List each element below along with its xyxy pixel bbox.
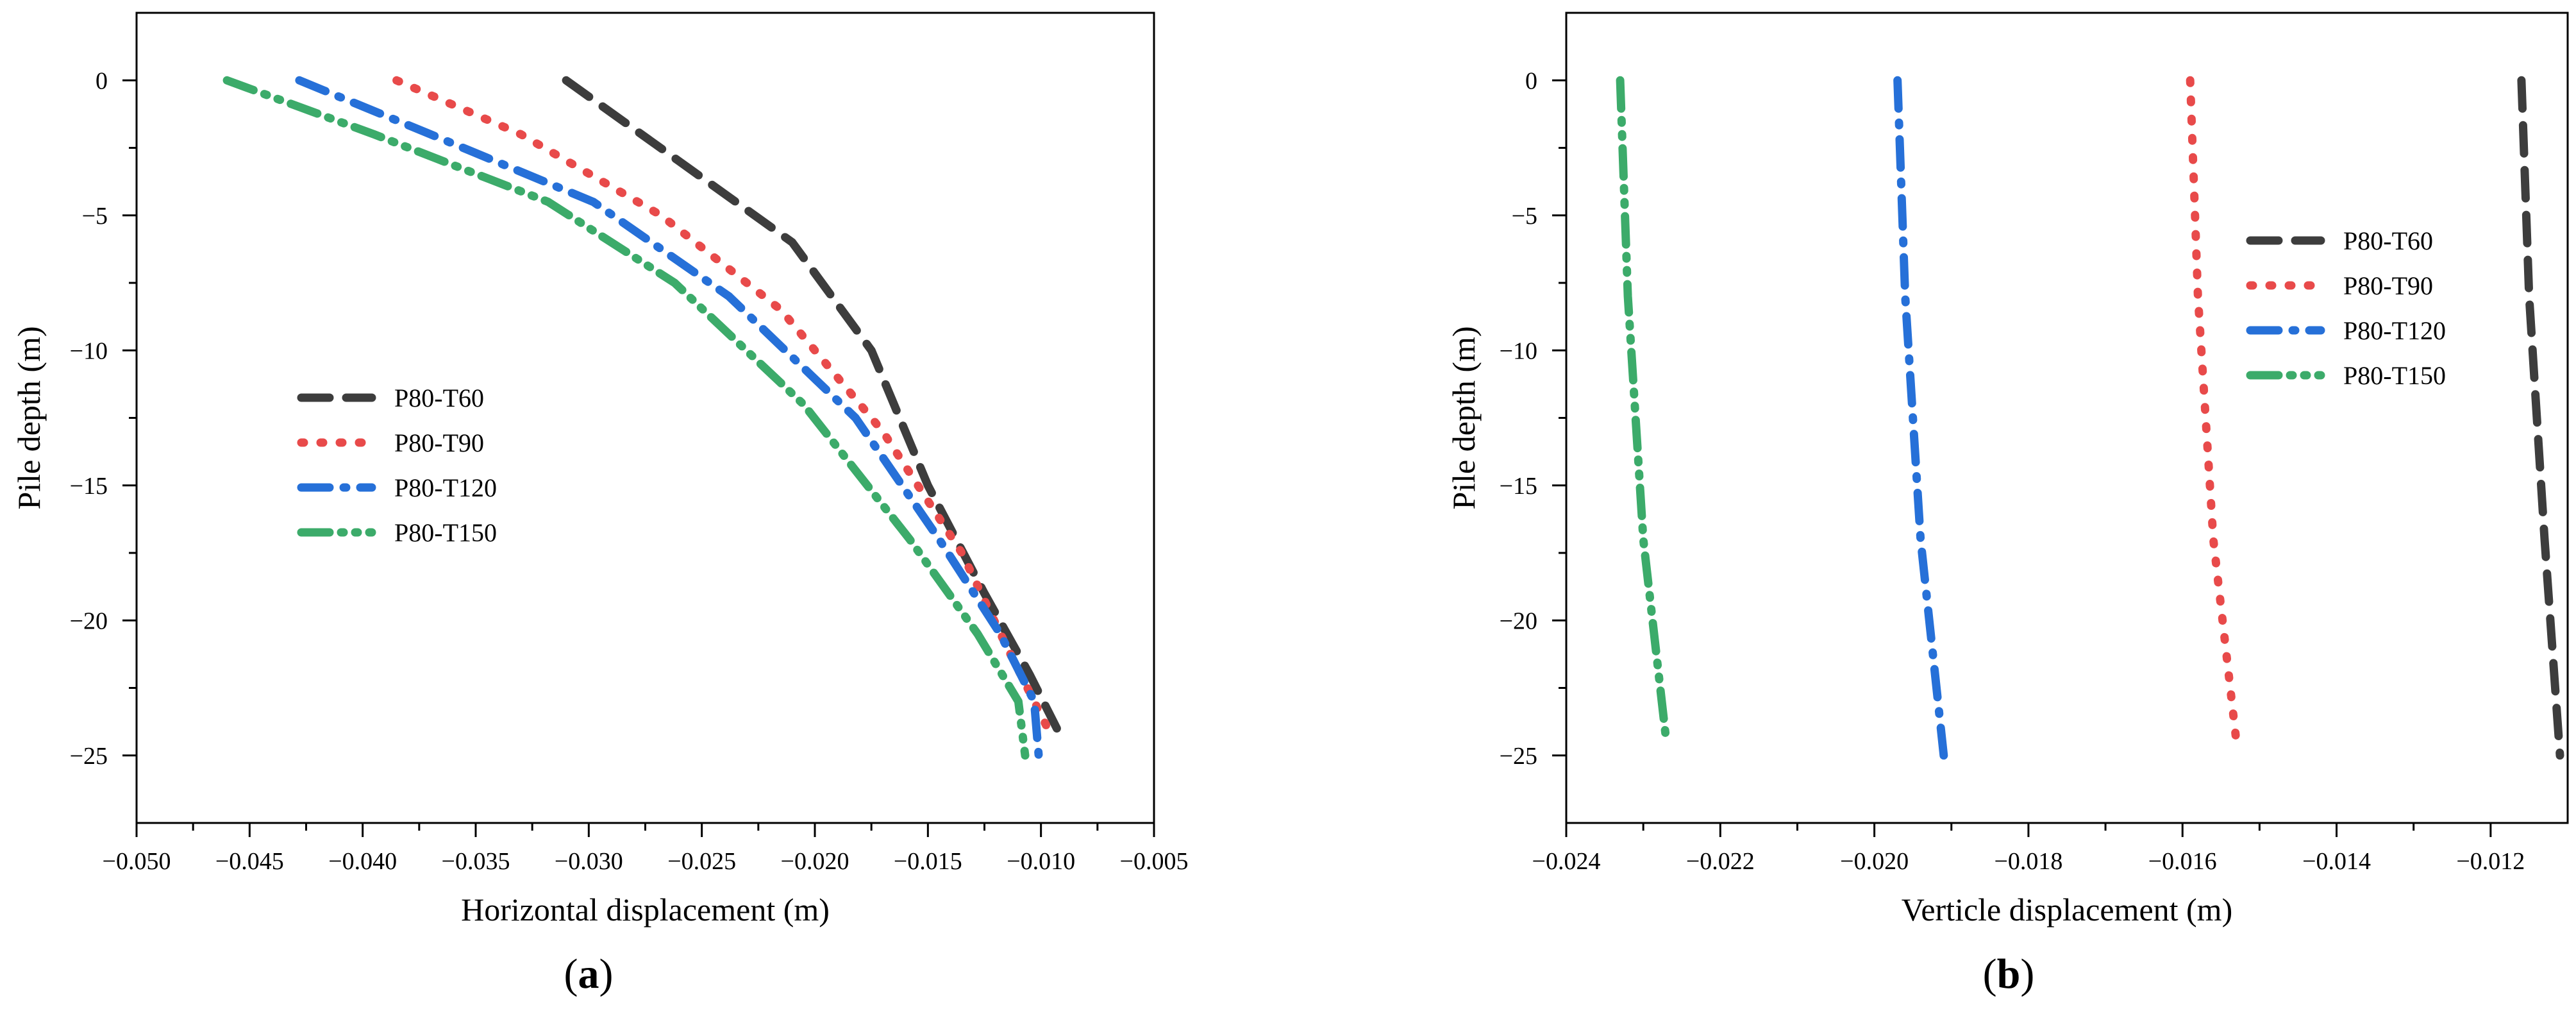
panel-a-x-tick-label: −0.035 [442, 848, 510, 875]
panel-a-panel-label: (a) [564, 951, 614, 997]
panel-b-series-line-p80-t150 [1616, 76, 1671, 747]
panel-a-series-line-p80-t60 [562, 76, 1061, 733]
panel-b-series-line-p80-t120 [1893, 76, 1948, 760]
panel-b-y-axis-title: Pile depth (m) [1446, 326, 1482, 509]
panel-b-legend-label: P80-T60 [2343, 226, 2433, 255]
panel-a-series-line-p80-t150 [222, 76, 1030, 760]
panel-b-y-tick-label: −15 [1500, 473, 1537, 500]
panel-b-series-line-p80-t60 [2517, 76, 2564, 760]
panel-a-x-tick-label: −0.005 [1120, 848, 1189, 875]
panel-b-x-tick-label: −0.020 [1840, 848, 1909, 875]
panel-a-x-tick-label: −0.025 [667, 848, 736, 875]
panel-a-legend-label: P80-T120 [394, 473, 497, 502]
panel-a-legend-label: P80-T90 [394, 428, 484, 457]
panel-a-chart: −0.050 −0.045 −0.040 −0.035 −0.030 −0.025 −0.0… [11, 12, 1189, 997]
panel-b-legend-label: P80-T150 [2343, 361, 2446, 390]
panel-a-x-axis-title: Horizontal displacement (m) [461, 892, 830, 928]
panel-b-y-tick-label: −20 [1500, 607, 1537, 634]
panel-b-legend-label: P80-T120 [2343, 316, 2446, 345]
panel-a-x-tick-label: −0.045 [215, 848, 284, 875]
panel-b-y-tick-label: −25 [1500, 743, 1537, 770]
panel-a-y-tick-label: −5 [82, 203, 108, 230]
panel-a-x-tick-label: −0.040 [328, 848, 397, 875]
panel-a-y-tick-label: 0 [96, 67, 108, 94]
panel-a-x-tick-label: −0.050 [103, 848, 171, 875]
panel-a-x-tick-label: −0.030 [555, 848, 623, 875]
panel-b-x-tick-label: −0.024 [1532, 848, 1601, 875]
panel-b-y-tick-label: 0 [1525, 67, 1537, 94]
panel-a-legend-label: P80-T150 [394, 518, 497, 547]
panel-a-x-tick-label: −0.010 [1007, 848, 1075, 875]
panel-b-x-tick-label: −0.014 [2302, 848, 2371, 875]
panel-a-x-tick-label: −0.015 [894, 848, 962, 875]
panel-b-plot-frame [1565, 12, 2569, 824]
panel-a-y-tick-label: −20 [70, 607, 108, 634]
panel-b-x-tick-label: −0.016 [2148, 848, 2217, 875]
panel-a-legend-label: P80-T60 [394, 384, 484, 412]
panel-a-y-axis-title: Pile depth (m) [11, 326, 47, 509]
panel-b-panel-label: (b) [1983, 951, 2035, 997]
panel-b-x-tick-label: −0.018 [1994, 848, 2062, 875]
panel-a-y-tick-label: −25 [70, 743, 108, 770]
panel-a-y-tick-label: −15 [70, 473, 108, 500]
panel-b-y-tick-label: −10 [1500, 337, 1537, 364]
panel-a-y-tick-label: −10 [70, 337, 108, 364]
panel-b-series-line-p80-t90 [2186, 76, 2241, 747]
panel-b-x-tick-label: −0.012 [2456, 848, 2525, 875]
panel-b-chart: −0.024 −0.022 −0.020 −0.018 −0.016 −0.014 −0.0… [1446, 12, 2569, 997]
panel-b-x-axis-title: Verticle displacement (m) [1902, 892, 2232, 928]
panel-b-x-tick-label: −0.022 [1686, 848, 1755, 875]
panel-a-series-line-p80-t120 [295, 76, 1043, 760]
panel-a-x-tick-label: −0.020 [781, 848, 849, 875]
panel-b-y-tick-label: −5 [1512, 203, 1537, 230]
panel-b-legend-label: P80-T90 [2343, 271, 2433, 300]
